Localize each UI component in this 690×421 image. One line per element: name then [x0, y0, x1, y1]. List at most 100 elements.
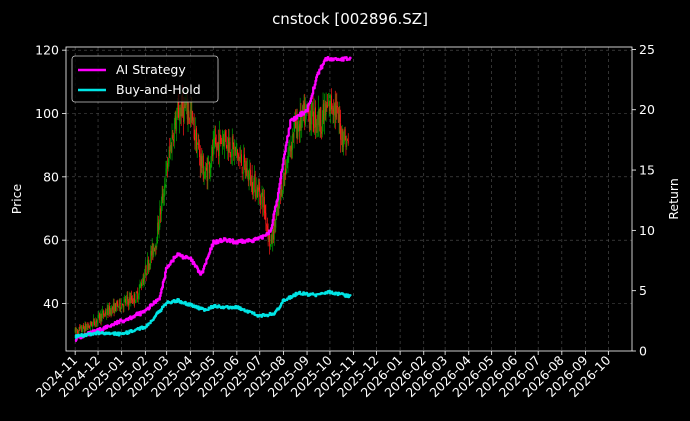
ai-strategy-line: [74, 56, 352, 343]
candle-body: [322, 104, 324, 122]
candle-body: [122, 305, 124, 308]
candle-body: [216, 142, 218, 148]
candle-body: [88, 325, 90, 327]
candle-body: [221, 140, 223, 145]
candle-body: [231, 155, 232, 157]
candle-body: [79, 327, 81, 329]
candle-body: [250, 176, 252, 186]
candle-body: [144, 266, 146, 275]
candle-body: [128, 297, 130, 306]
candle-body: [154, 245, 156, 252]
candle-body: [138, 288, 140, 295]
candle-body: [212, 141, 214, 157]
candle-body: [181, 94, 183, 117]
candle-body: [183, 107, 184, 122]
candle-body: [156, 243, 158, 248]
candle-body: [158, 226, 160, 232]
candle-body: [148, 263, 150, 271]
candle-body: [324, 109, 326, 115]
candle-body: [92, 322, 94, 327]
candle-body: [225, 135, 227, 145]
candle-body: [303, 103, 305, 115]
candle-body: [198, 144, 200, 149]
candle-body: [186, 99, 188, 119]
candle-body: [214, 137, 216, 140]
candle-body: [163, 197, 165, 200]
candle-body: [129, 297, 131, 303]
candle-body: [190, 109, 192, 114]
candle-body: [99, 313, 101, 321]
candle-body: [295, 117, 297, 129]
candle-body: [201, 156, 203, 168]
candle-body: [272, 229, 274, 244]
candle-body: [219, 134, 221, 136]
candle-body: [120, 308, 122, 310]
candle-body: [316, 123, 318, 125]
candle-body: [244, 154, 245, 163]
candle-body: [105, 312, 107, 315]
candle-body: [334, 103, 335, 115]
candle-body: [224, 131, 226, 137]
candle-body: [298, 124, 300, 132]
candle-body: [101, 313, 103, 322]
candle-body: [108, 306, 110, 315]
candle-body: [286, 161, 288, 168]
candle-body: [121, 303, 123, 306]
legend-box: [71, 55, 219, 103]
candle-body: [327, 106, 329, 108]
candle-body: [163, 186, 165, 197]
candle-body: [231, 137, 233, 157]
candle-body: [318, 110, 320, 127]
candle-body: [228, 138, 229, 153]
candle-body: [83, 325, 84, 329]
candle-body: [116, 301, 118, 305]
candle-body: [183, 104, 185, 121]
candle-body: [249, 169, 251, 175]
candle-body: [270, 234, 272, 245]
candle-body: [292, 133, 294, 138]
candle-body: [269, 244, 271, 247]
candle-body: [289, 145, 290, 151]
candle-body: [170, 145, 171, 152]
left-tick-label: 40: [43, 296, 59, 311]
candle-body: [217, 142, 219, 144]
candle-body: [99, 314, 101, 321]
candle-body: [346, 138, 348, 147]
candle-body: [337, 106, 339, 107]
candle-body: [94, 324, 96, 327]
candle-body: [273, 220, 275, 240]
candle-body: [167, 164, 169, 169]
candle-body: [248, 173, 250, 181]
left-tick-label: 100: [35, 106, 59, 121]
candle-body: [96, 320, 97, 323]
candle-body: [212, 147, 213, 157]
candle-body: [230, 154, 232, 158]
candle-body: [285, 168, 287, 175]
candle-body: [91, 324, 93, 327]
candle-body: [342, 129, 344, 147]
candle-body: [332, 109, 334, 111]
candle-body: [118, 299, 120, 306]
candle-body: [199, 149, 200, 158]
candle-body: [236, 148, 238, 150]
candle-body: [275, 219, 277, 228]
candle-body: [321, 120, 323, 135]
candle-body: [339, 114, 341, 123]
candle-body: [205, 167, 207, 178]
candle-body: [123, 299, 125, 308]
candle-body: [160, 201, 162, 214]
candle-body: [310, 117, 312, 125]
candle-body: [84, 323, 86, 332]
candle-body: [118, 306, 120, 307]
candle-body: [196, 145, 198, 152]
candle-body: [125, 298, 127, 303]
candle-body: [193, 117, 195, 139]
candle-body: [145, 265, 147, 275]
candle-body: [168, 150, 170, 164]
candle-body: [131, 295, 133, 300]
candle-body: [209, 167, 211, 174]
candle-body: [202, 155, 203, 168]
candle-body: [262, 193, 264, 208]
candle-body: [204, 177, 206, 179]
candle-body: [199, 156, 201, 167]
